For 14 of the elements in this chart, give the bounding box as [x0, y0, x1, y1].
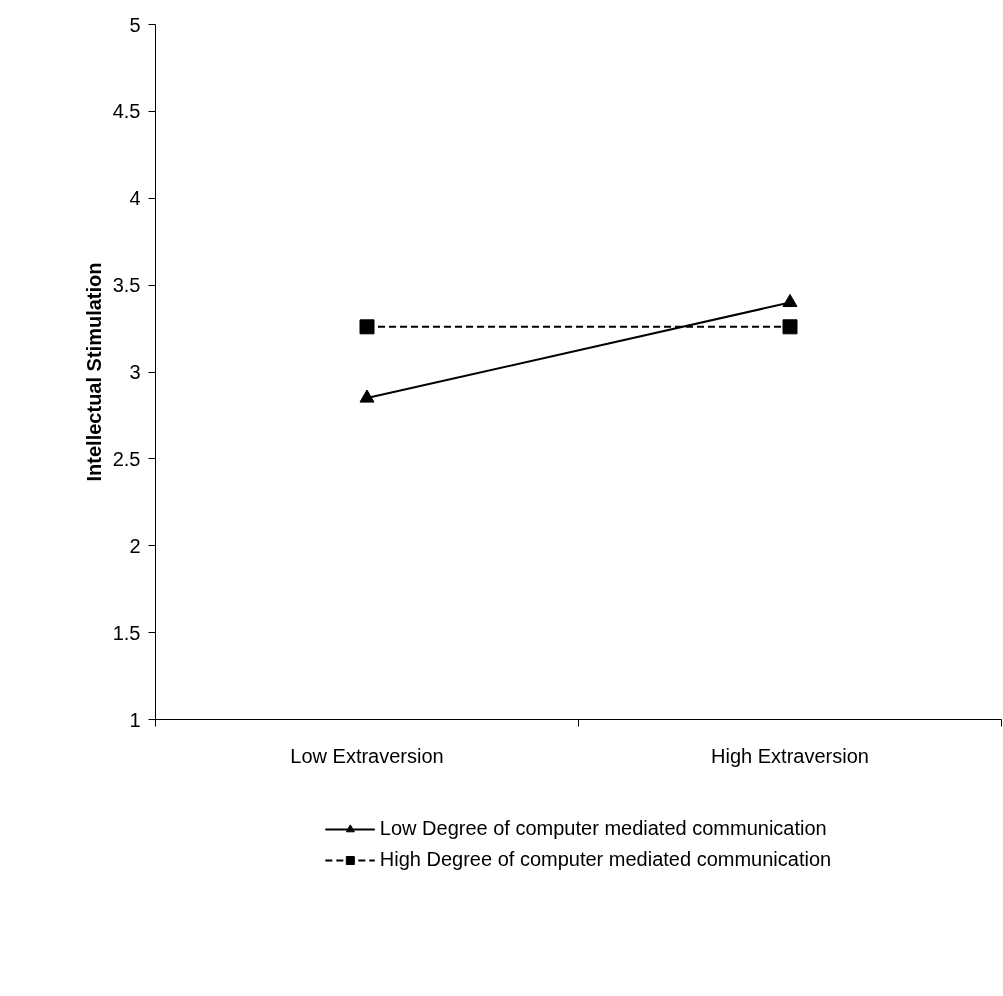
y-tick-label: 3 — [129, 361, 141, 383]
y-tick-label: 2 — [129, 534, 141, 557]
y-tick-label: 4 — [129, 187, 141, 210]
y-tick-label: 1 — [129, 708, 141, 731]
x-tick-label: Low Extraversion — [290, 744, 444, 767]
x-tick-label: High Extraversion — [711, 744, 869, 767]
legend-label: Low Degree of computer mediated communication — [379, 817, 827, 840]
y-tick-label: 1.5 — [112, 621, 141, 644]
y-tick-label: 5 — [129, 13, 141, 36]
y-axis-title: Intellectual Stimulation — [82, 262, 105, 482]
y-tick-label: 4.5 — [112, 100, 141, 123]
legend-label: High Degree of computer mediated communication — [379, 848, 832, 871]
y-tick-label: 2.5 — [112, 447, 141, 470]
y-tick-label: 3.5 — [112, 274, 141, 297]
